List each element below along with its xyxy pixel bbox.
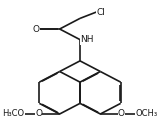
Text: Cl: Cl: [96, 8, 105, 17]
Text: O: O: [33, 25, 40, 34]
Text: OCH₃: OCH₃: [136, 109, 158, 118]
Text: NH: NH: [80, 35, 93, 44]
Text: O: O: [35, 109, 42, 118]
Text: H₃CO: H₃CO: [2, 109, 24, 118]
Text: O: O: [118, 109, 125, 118]
